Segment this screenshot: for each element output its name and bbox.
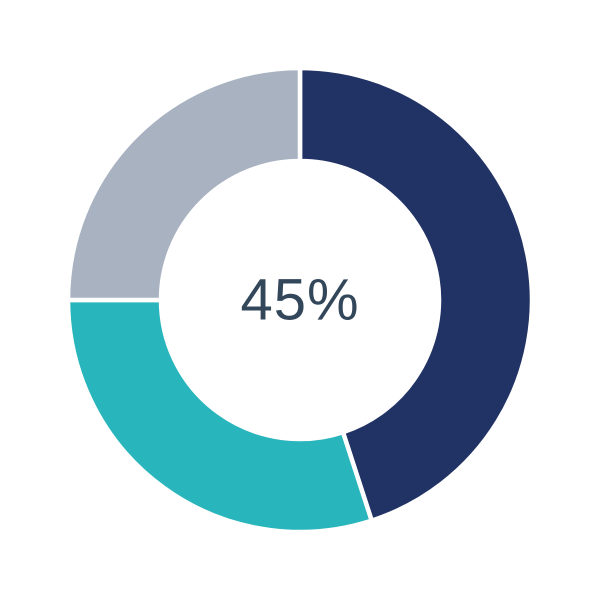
donut-center-label: 45% [240,268,359,333]
donut-outer-border [61,61,539,539]
donut-segment-teal [65,297,375,535]
donut-slices [65,65,535,535]
donut-segment-navy [297,65,535,524]
donut-segment-gray [65,65,303,303]
